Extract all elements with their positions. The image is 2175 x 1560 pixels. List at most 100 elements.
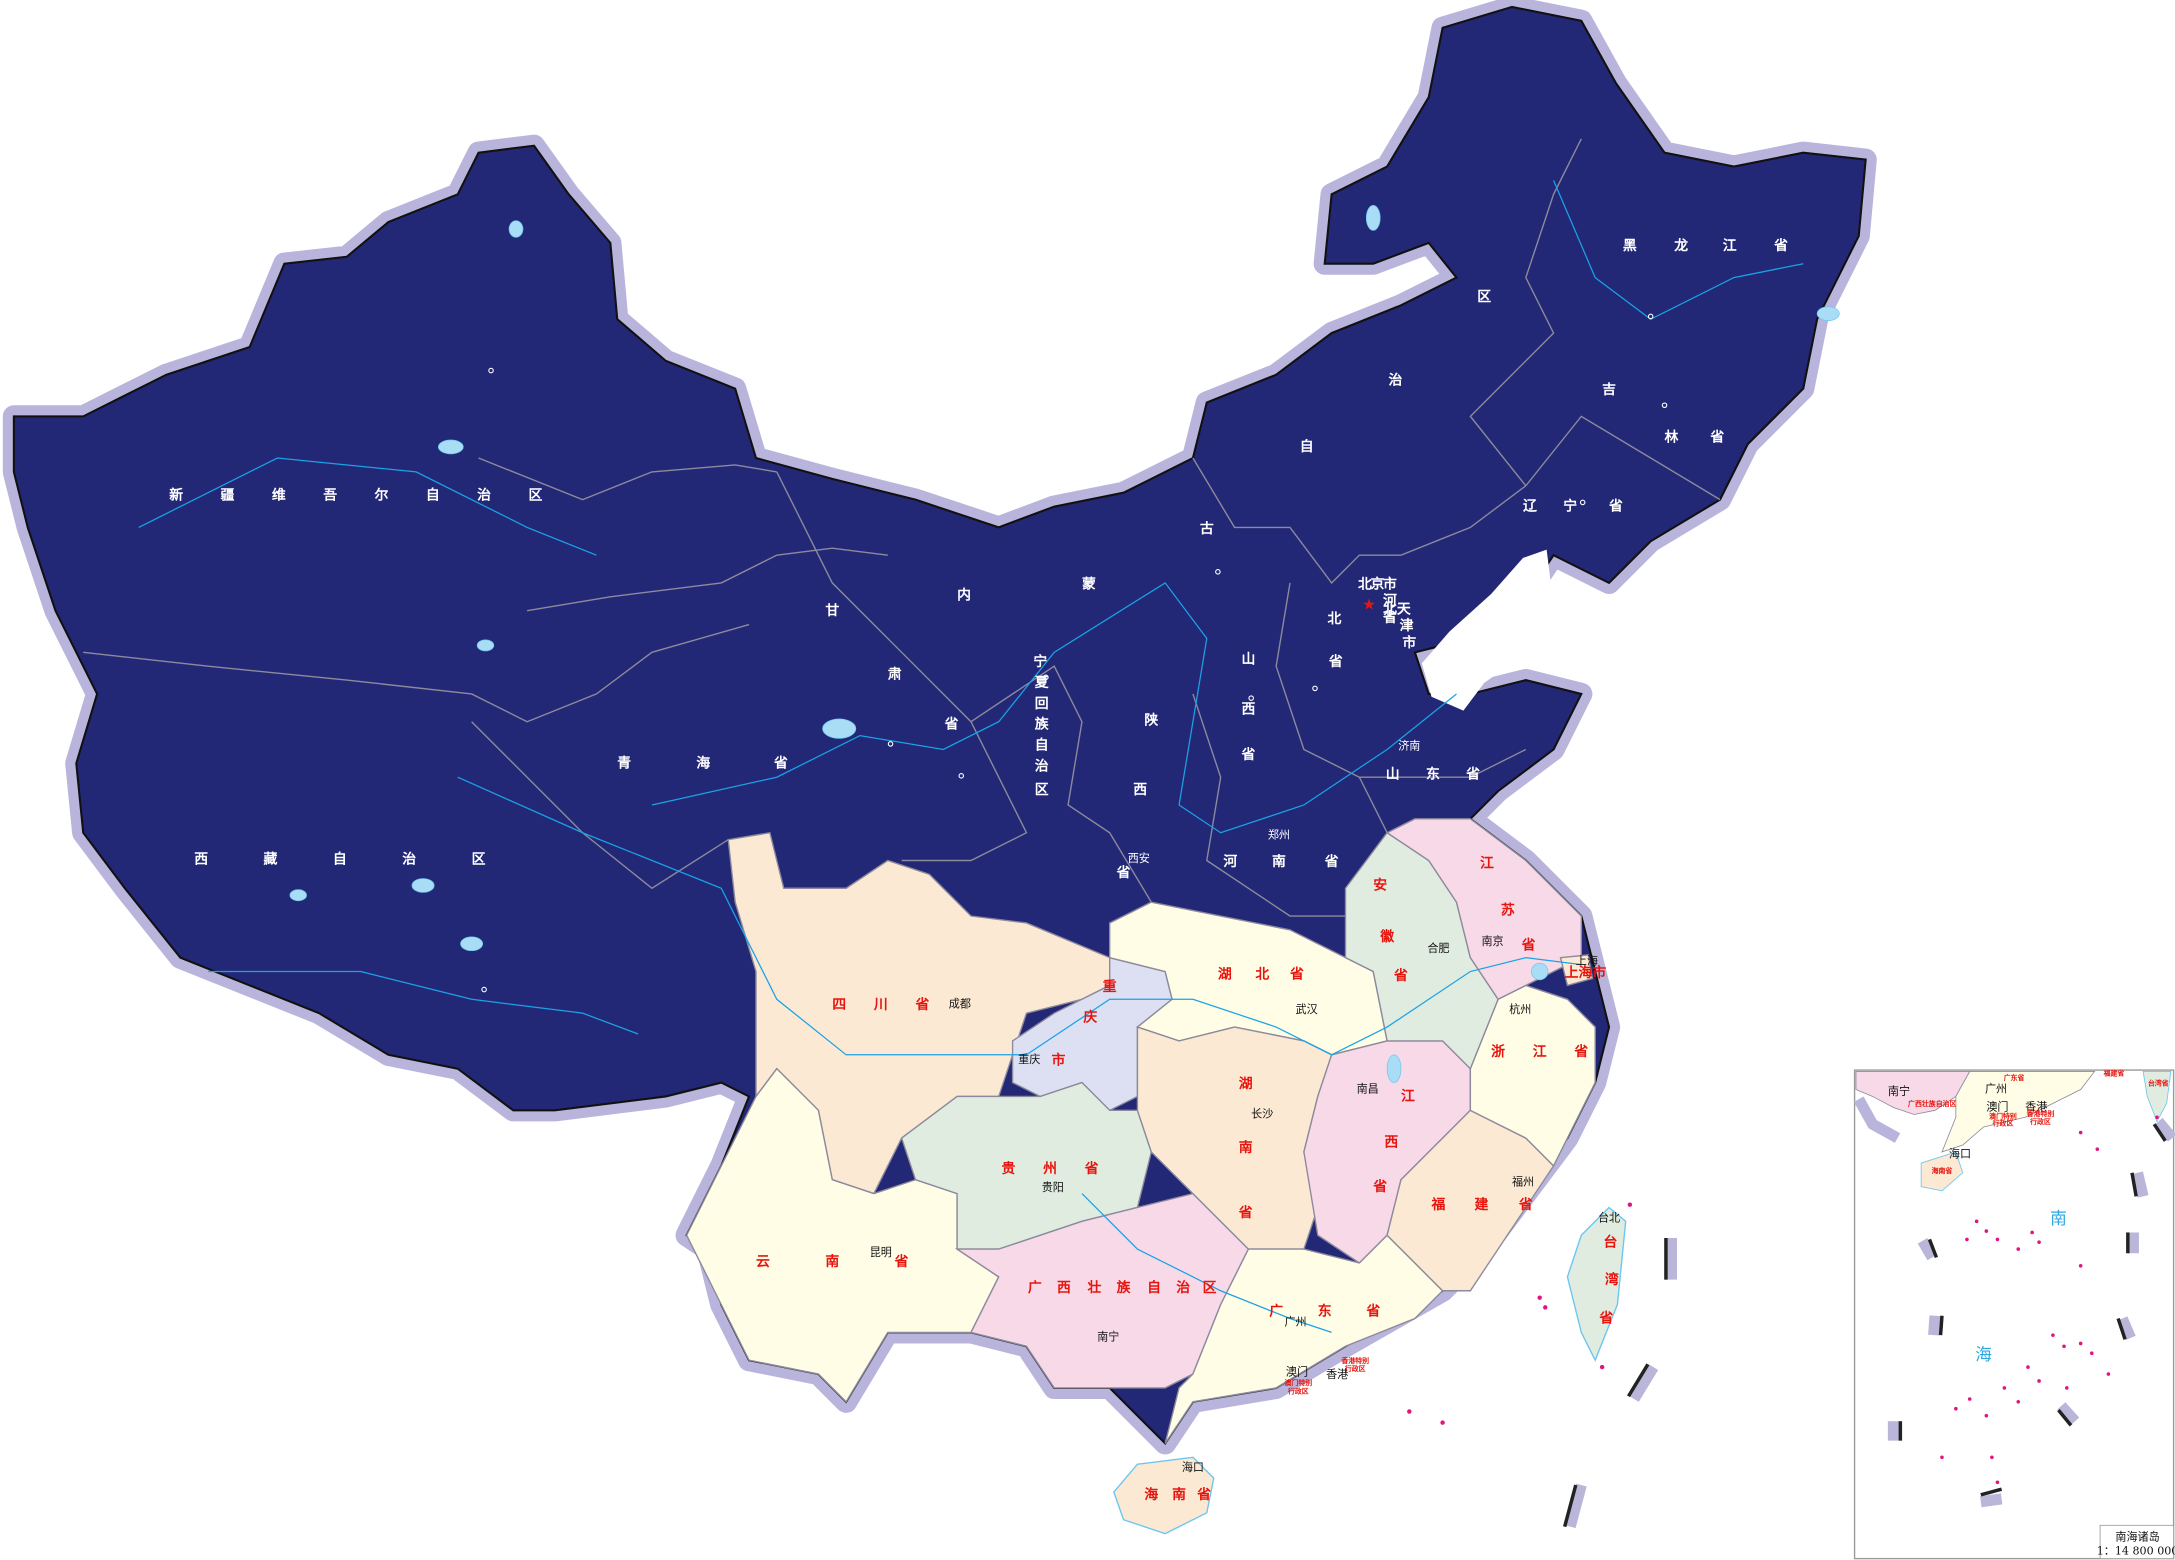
- label-char: 省: [1196, 1486, 1211, 1503]
- city-chongqing: 重庆: [1018, 1052, 1040, 1066]
- label-char: 湖: [1218, 966, 1232, 982]
- label-char: 省: [1382, 609, 1397, 626]
- label-char: 黑: [1623, 238, 1637, 254]
- inset-macao-sar-1: 澳门特别: [1989, 1112, 2017, 1121]
- inset-hongkong-sar-2: 行政区: [2029, 1117, 2051, 1126]
- southern-provinces: [685, 818, 1627, 1535]
- label-char: 福: [1431, 1196, 1446, 1213]
- label-xizang: 西藏自治区: [194, 850, 485, 867]
- label-char: 省: [1709, 428, 1724, 445]
- label-char: 新: [169, 487, 183, 504]
- city-hangzhou: 杭州: [1509, 1002, 1531, 1016]
- label-char: 省: [1365, 1303, 1380, 1320]
- label-char: 尔: [375, 487, 389, 504]
- inset-caption-box: [2099, 1524, 2175, 1560]
- lake: [508, 220, 524, 238]
- city-zhengzhou: 郑州: [1268, 827, 1290, 841]
- label-char: 江: [1401, 1088, 1415, 1105]
- taihu-lake: [1531, 962, 1549, 981]
- city-markers: [481, 313, 1668, 993]
- label-char: 自: [1300, 438, 1314, 455]
- label-char: 陕: [1144, 711, 1158, 728]
- city-shanghai: 上海: [1576, 954, 1598, 968]
- inset-guangdong: [1941, 1071, 2096, 1153]
- label-char: 省: [1116, 864, 1131, 881]
- label-tianjin: 天津市: [1397, 601, 1417, 650]
- label-char: 族: [1035, 716, 1049, 733]
- label-char: 省: [1328, 653, 1343, 670]
- city-macao: 澳门: [1286, 1364, 1308, 1378]
- inset-city-guangzhou: 广州: [1985, 1082, 2007, 1095]
- label-char: 西: [1057, 1280, 1071, 1296]
- label-char: 甘: [825, 602, 839, 619]
- label-char: 省: [1372, 1178, 1387, 1195]
- lakes: [289, 205, 1840, 1083]
- label-yunnan: 云南省: [756, 1253, 909, 1270]
- city-wuhan: 武汉: [1296, 1003, 1318, 1016]
- label-chongqing: 重庆市: [1051, 978, 1116, 1069]
- inset-label-guangdong: 广东省: [2004, 1073, 2025, 1082]
- label-hunan: 湖南省: [1238, 1076, 1253, 1221]
- label-char: 龙: [1673, 237, 1688, 254]
- label-char: 省: [1608, 498, 1623, 515]
- label-hainan: 海南省: [1144, 1486, 1211, 1503]
- city-jinan: 济南: [1398, 738, 1420, 752]
- label-guizhou: 贵州省: [1002, 1160, 1099, 1177]
- inset-label-taiwan: 台湾省: [2148, 1078, 2169, 1087]
- label-char: 重: [1103, 978, 1117, 995]
- label-char: 自: [1147, 1279, 1161, 1296]
- label-sichuan: 四川省: [832, 996, 929, 1013]
- inset-sea-char-2: 海: [1975, 1345, 1992, 1364]
- city-hongkong: 香港: [1326, 1368, 1348, 1381]
- label-char: 治: [477, 487, 491, 504]
- label-char: 河: [1223, 853, 1237, 870]
- label-char: 川: [873, 997, 888, 1013]
- label-char: 河: [1383, 592, 1397, 609]
- label-char: 区: [1203, 1280, 1217, 1296]
- label-char: 湾: [1605, 1271, 1619, 1288]
- label-char: 庆: [1082, 1008, 1097, 1025]
- label-guangdong: 广东省: [1269, 1303, 1380, 1320]
- inset-dashes: [1887, 1117, 2175, 1508]
- label-char: 省: [1289, 965, 1304, 982]
- label-char: 省: [1240, 746, 1255, 763]
- label-char: 维: [272, 487, 286, 504]
- label-char: 省: [1393, 967, 1408, 984]
- label-beijing: 北京市: [1358, 575, 1397, 592]
- label-shaanxi: 陕西省: [1116, 711, 1159, 881]
- label-char: 疆: [221, 488, 235, 504]
- lake: [460, 936, 484, 952]
- label-char: 市: [1592, 964, 1606, 981]
- label-char: 广: [1269, 1303, 1283, 1320]
- label-char: 南: [1172, 1486, 1186, 1503]
- label-char: 北: [1255, 966, 1269, 982]
- label-char: 津: [1400, 617, 1414, 634]
- label-char: 东: [1318, 1303, 1332, 1320]
- label-char: 北: [1358, 576, 1372, 592]
- label-char: 北: [1327, 611, 1341, 627]
- city-guiyang: 贵阳: [1042, 1181, 1064, 1194]
- red-star-icon: ★: [1362, 595, 1376, 613]
- label-char: 山: [1241, 651, 1255, 667]
- city-hefei: 合肥: [1427, 941, 1449, 955]
- label-char: 内: [957, 587, 971, 604]
- label-char: 州: [1042, 1161, 1057, 1177]
- label-char: 宁: [1563, 498, 1577, 515]
- label-char: 治: [1389, 371, 1403, 388]
- label-char: 江: [1480, 854, 1494, 871]
- inset-city-macao: 澳门: [1986, 1099, 2008, 1113]
- inset-macao-sar-2: 行政区: [1992, 1119, 2014, 1128]
- label-char: 省: [1238, 1204, 1253, 1221]
- label-char: 徽: [1379, 928, 1394, 945]
- city-labels: 济南 郑州 西安 成都 重庆 贵阳 昆明 南宁 武汉 长沙 南昌 福州 杭州 合…: [870, 738, 1620, 1474]
- inset-label-hainan: 海南省: [1932, 1166, 1953, 1175]
- label-char: 吾: [323, 488, 337, 504]
- label-liaoning: 辽宁省: [1523, 498, 1623, 515]
- label-henan: 河南省: [1223, 853, 1338, 870]
- label-char: 族: [1117, 1279, 1131, 1296]
- label-char: 南: [1272, 853, 1286, 870]
- city-taipei: 台北: [1598, 1210, 1620, 1224]
- label-char: 市: [1402, 634, 1416, 651]
- label-char: 云: [756, 1254, 770, 1270]
- label-char: 省: [1518, 1196, 1533, 1213]
